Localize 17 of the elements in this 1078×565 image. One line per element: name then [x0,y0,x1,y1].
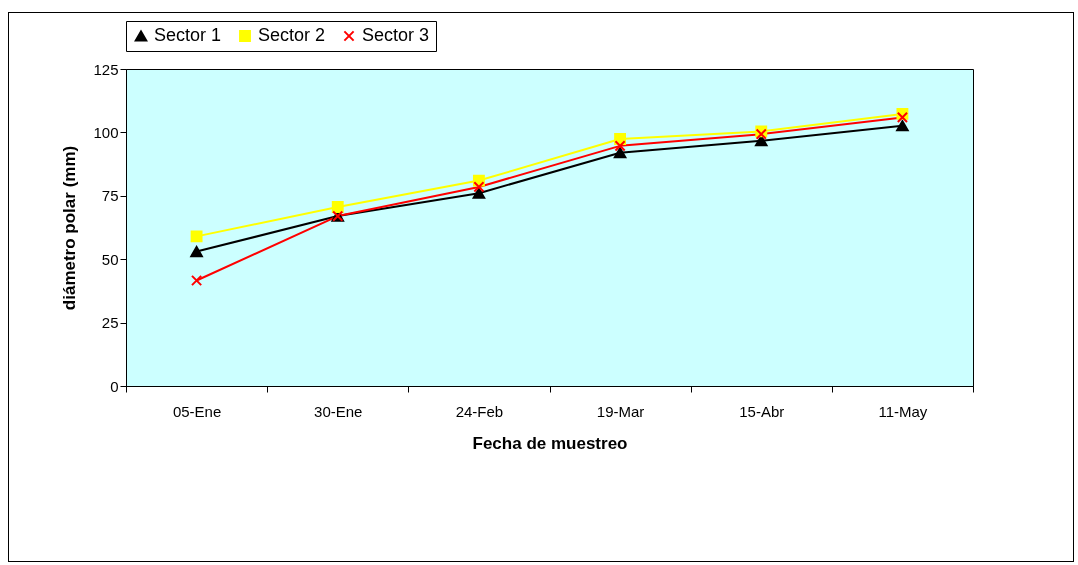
y-tick-label: 75 [101,187,119,205]
y-tick-label: 0 [110,377,119,395]
x-tick-label: 19-Mar [596,402,645,420]
y-tick-label: 50 [101,250,119,268]
x-tick-label: 11-May [878,402,928,420]
x-tick-label: 30-Ene [314,402,363,420]
x-axis-title: Fecha de muestreo [472,433,628,453]
x-tick-label: 24-Feb [455,402,504,420]
legend-label: Sector 3 [362,25,430,45]
x-tick-label: 05-Ene [172,402,222,420]
legend-label: Sector 1 [154,25,222,45]
y-tick-label: 100 [93,123,119,141]
y-axis-title: diámetro polar (mm) [60,145,80,311]
y-tick-label: 25 [101,314,119,332]
y-tick-label: 125 [93,60,119,78]
x-tick-label: 15-Abr [739,402,785,420]
legend-label: Sector 2 [258,25,326,45]
